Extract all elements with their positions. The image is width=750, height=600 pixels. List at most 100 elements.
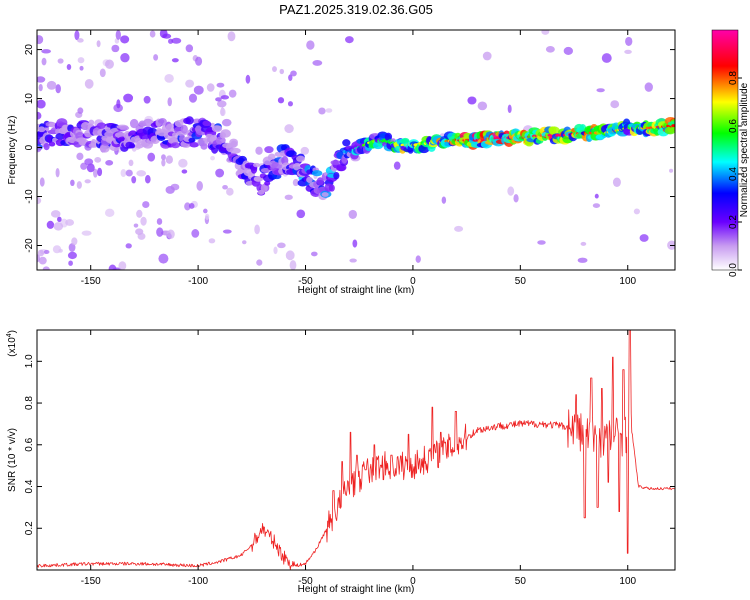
spectrogram-ridge-blob [43, 142, 50, 151]
colorbar-label: Normalized spectral amplitude [739, 82, 750, 217]
spectrogram-ridge-blob [99, 144, 110, 153]
spectrogram-noise-blob [273, 246, 278, 255]
spectrogram-noise-blob [277, 242, 286, 249]
spectrogram-ridge-blob [548, 126, 560, 136]
spectrogram-noise-blob [507, 186, 515, 196]
spectrogram-noise-blob [76, 152, 84, 161]
spectrogram-noise-blob [208, 238, 216, 244]
spectrogram-noise-blob [393, 161, 401, 170]
spectrogram-noise-blob [142, 201, 150, 208]
spectrogram-ridge-blob [129, 118, 139, 129]
spectrogram-noise-blob [37, 196, 42, 205]
spectrogram-ridge-blob [253, 175, 263, 182]
spectrogram-ridge-blob [202, 120, 210, 127]
spectrogram-y-tick-label: -10 [24, 189, 35, 204]
snr-x-label: Height of straight line (km) [298, 584, 415, 595]
spectrogram-noise-blob [227, 31, 236, 42]
spectrogram-noise-blob [137, 232, 146, 240]
snr-frame [36, 329, 676, 571]
spectrogram-noise-blob [84, 179, 91, 184]
snr-y-tick-label: 0.6 [24, 437, 35, 451]
spectrogram-noise-blob [161, 154, 166, 161]
spectrogram-noise-blob [215, 168, 225, 178]
spectrogram-noise-blob [216, 100, 227, 108]
snr-multiplier: (x104) [6, 330, 18, 357]
spectrogram-noise-blob [57, 216, 62, 222]
spectrogram-ridge-blob [88, 143, 99, 148]
spectrogram-noise-blob [624, 49, 632, 54]
spectrogram-ridge-blob [384, 132, 393, 142]
spectrogram-noise-blob [99, 68, 106, 78]
spectrogram-ridge-blob [229, 147, 241, 154]
spectrogram-noise-blob [184, 202, 191, 211]
spectrogram-x-tick-label: -50 [298, 276, 313, 287]
spectrogram-noise-blob [128, 159, 134, 167]
spectrogram-noise-blob [66, 63, 72, 70]
spectrogram-noise-blob [507, 104, 512, 114]
spectrogram-noise-blob [601, 53, 612, 63]
spectrogram-y-tick-label: 0 [24, 144, 35, 150]
spectrogram-noise-blob [156, 218, 163, 225]
spectrogram-ridge-blob [321, 192, 329, 197]
spectrogram-noise-blob [125, 243, 132, 249]
spectrogram-noise-blob [96, 40, 101, 48]
spectrogram-noise-blob [633, 208, 640, 215]
spectrogram-ridge-blob [188, 137, 196, 143]
spectrogram-noise-blob [596, 88, 605, 93]
spectrogram-noise-blob [136, 170, 147, 177]
spectrogram-noise-blob [80, 162, 88, 170]
spectrogram-noise-blob [116, 99, 121, 109]
spectrogram-x-label: Height of straight line (km) [298, 285, 415, 296]
spectrogram-noise-blob [84, 79, 94, 89]
snr-y-tick-label: 0.2 [24, 521, 35, 535]
spectrogram-noise-blob [318, 107, 326, 115]
spectrogram-noise-blob [284, 124, 294, 134]
spectrogram-noise-blob [537, 240, 546, 245]
spectrogram-noise-blob [149, 30, 156, 38]
spectrogram-noise-blob [255, 146, 263, 155]
spectrogram-noise-blob [37, 249, 45, 257]
spectrogram-noise-blob [644, 82, 653, 92]
spectrogram-x-tick-label: 0 [410, 276, 416, 287]
spectrogram-noise-blob [70, 179, 75, 187]
spectrogram-noise-blob [513, 194, 519, 203]
spectrogram-noise-blob [50, 210, 61, 218]
spectrogram-ridge-blob [330, 160, 341, 165]
spectrogram-noise-blob [153, 54, 159, 61]
spectrogram-noise-blob [345, 36, 354, 44]
spectrogram-noise-blob [254, 224, 260, 235]
spectrogram-noise-blob [68, 260, 73, 266]
spectrogram-noise-blob [165, 155, 173, 164]
spectrogram-noise-blob [38, 83, 43, 92]
spectrogram-ridge-blob [211, 125, 223, 133]
colorbar-tick-label: 0.8 [728, 71, 739, 85]
spectrogram-noise-blob [43, 249, 50, 254]
spectrogram-noise-blob [37, 111, 42, 120]
spectrogram-noise-blob [136, 209, 143, 218]
spectrogram-noise-blob [37, 76, 46, 83]
spectrogram-noise-blob [147, 152, 156, 162]
spectrogram-ridge-blob [264, 180, 271, 186]
spectrogram-noise-blob [84, 158, 94, 166]
spectrogram-noise-blob [311, 251, 318, 257]
snr-x-ticks: -150 -100 -50 0 50 100 [81, 330, 637, 587]
spectrogram-noise-blob [292, 178, 299, 187]
spectrogram-noise-blob [245, 74, 251, 84]
spectrogram-noise-blob [164, 73, 174, 83]
spectrogram-noise-blob [166, 229, 175, 239]
spectrogram-noise-blob [477, 101, 488, 111]
spectrogram-noise-blob [612, 177, 621, 188]
spectrogram-noise-blob [86, 163, 95, 173]
spectrogram-noise-blob [115, 30, 121, 40]
spectrogram-noise-blob [178, 158, 188, 168]
spectrogram-y-tick-label: 20 [24, 44, 35, 56]
snr-y-label: SNR (10 * v/v) [7, 428, 18, 492]
spectrogram-noise-blob [349, 258, 357, 263]
spectrogram-noise-blob [143, 95, 151, 104]
spectrogram-ridge-blob [170, 142, 181, 149]
spectrogram-ridge-blob [306, 176, 313, 183]
spectrogram-noise-blob [541, 30, 550, 35]
spectrogram-noise-blob [348, 209, 358, 220]
spectrogram-noise-blob [577, 257, 588, 263]
